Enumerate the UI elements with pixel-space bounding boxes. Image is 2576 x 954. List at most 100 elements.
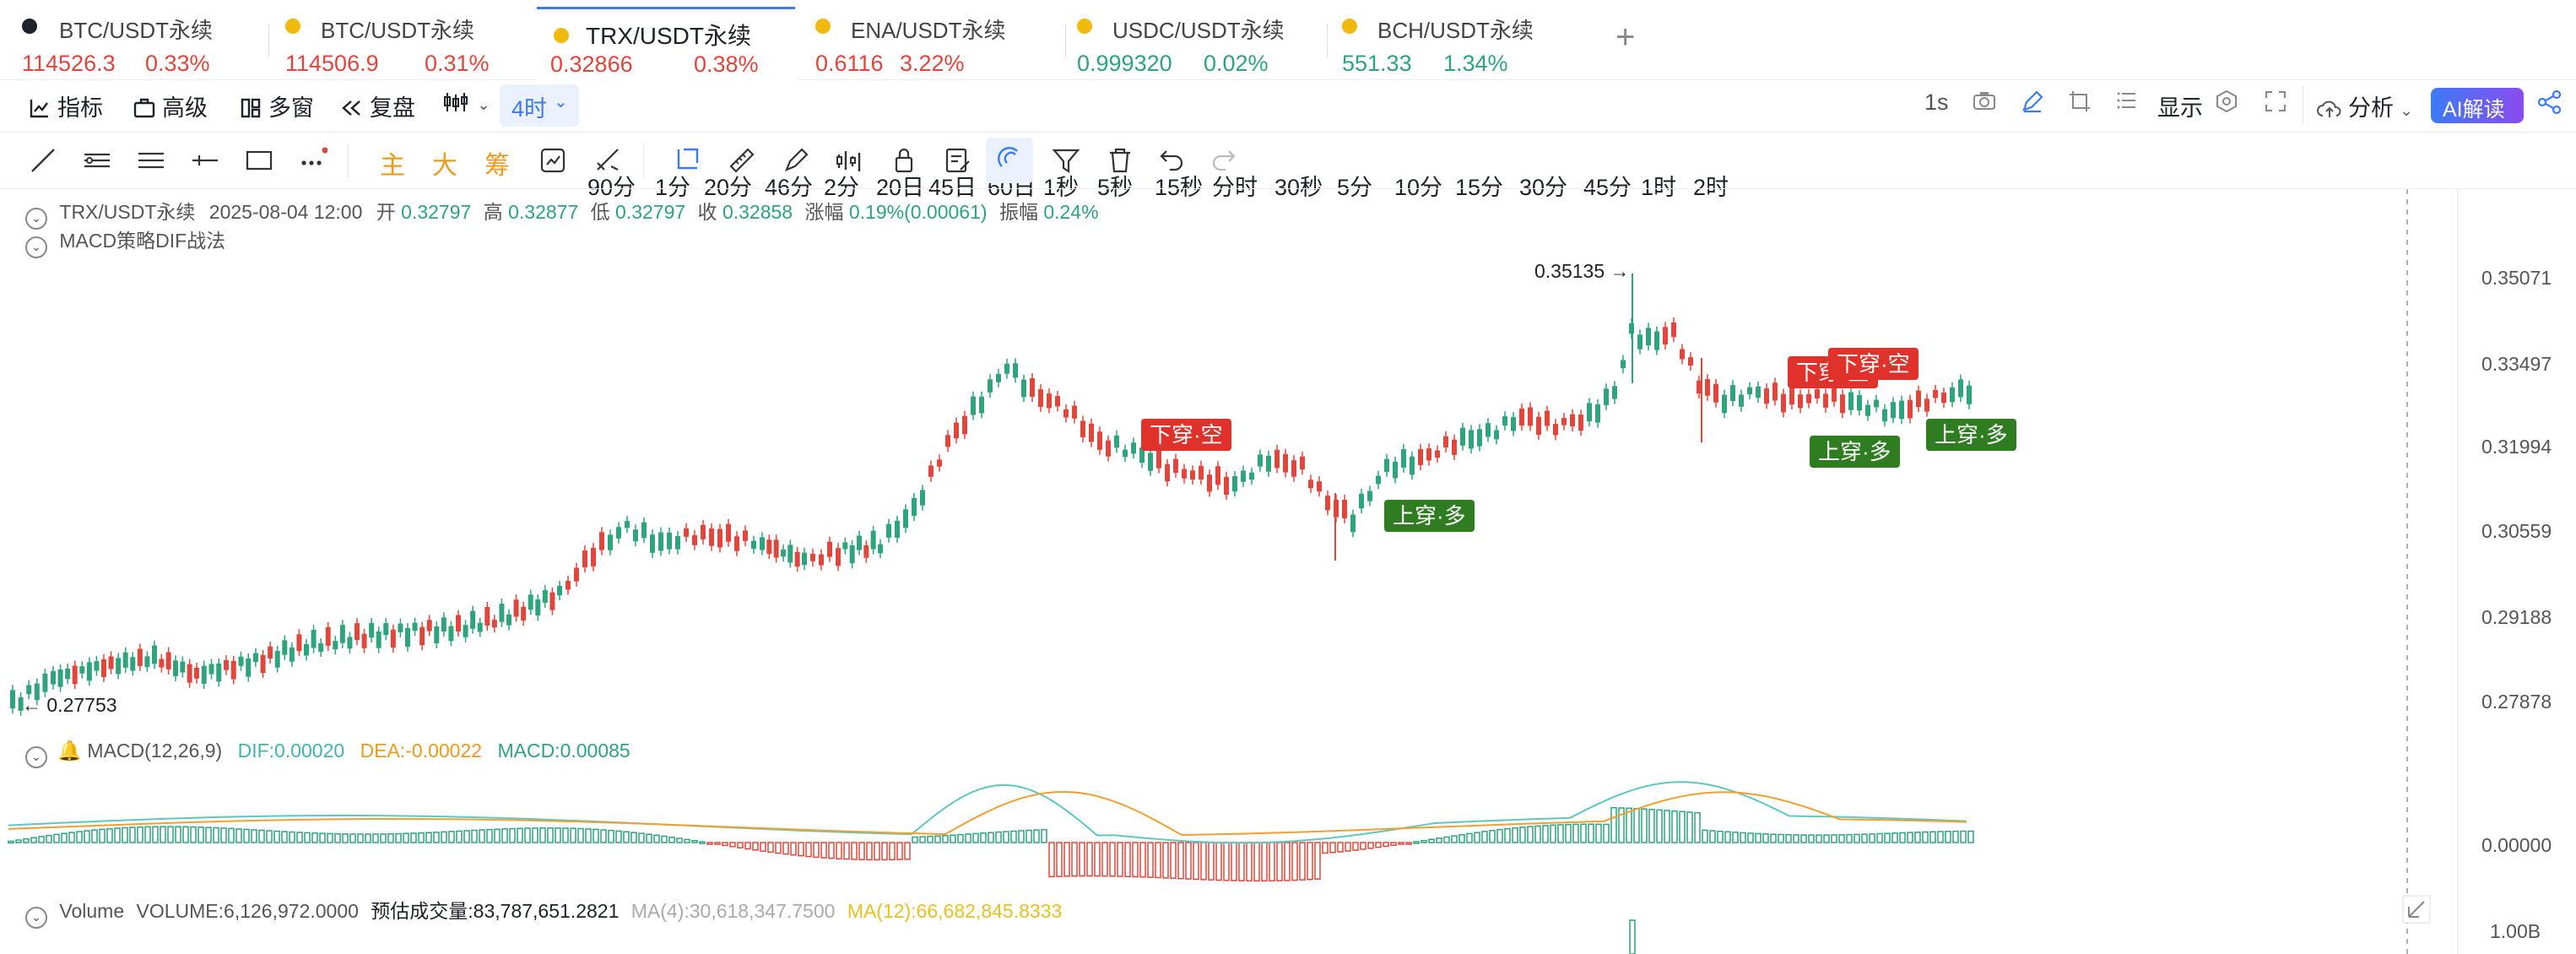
macd-histogram-bar (1831, 834, 1837, 843)
macd-histogram-bar (1033, 829, 1040, 843)
redo-icon[interactable] (1209, 146, 1237, 175)
macd-histogram-bar (912, 836, 918, 843)
candlestick (574, 567, 579, 582)
symbol-tab-bch[interactable]: BCH/USDT永续 551.33 1.34% (1342, 8, 1587, 76)
interval-button[interactable]: 1秒 (1043, 175, 1080, 200)
macd-histogram-bar (1291, 842, 1298, 881)
tab-divider (1065, 24, 1066, 57)
candlestick (1823, 393, 1828, 408)
interval-button[interactable]: 1分 (655, 175, 691, 200)
macd-histogram-bar (691, 840, 698, 843)
interval-button[interactable]: 15分 (1455, 175, 1504, 200)
candlestick (208, 664, 214, 675)
ai-interpret-button[interactable]: AI解读 (2431, 88, 2524, 123)
select-frame-icon[interactable] (674, 146, 702, 175)
interval-button[interactable]: 10分 (1394, 175, 1443, 200)
collapse-chevron-icon[interactable]: ⌄ (25, 236, 47, 258)
ruler-icon[interactable] (728, 146, 756, 175)
trend-line-icon[interactable] (29, 146, 57, 175)
interval-1s-button[interactable]: 1s (1924, 89, 1949, 115)
candlestick (557, 585, 562, 596)
note-edit-icon[interactable] (944, 146, 972, 175)
symbol-tab-usdc[interactable]: USDC/USDT永续 0.999320 0.02% (1077, 8, 1330, 76)
interval-button[interactable]: 30分 (1519, 175, 1568, 200)
chart-sync-icon[interactable] (538, 146, 567, 175)
settings-gear-icon[interactable] (2215, 89, 2238, 119)
pattern-icon[interactable] (836, 146, 864, 175)
brush-icon[interactable] (782, 146, 810, 175)
parallel-channel-icon[interactable] (137, 146, 165, 175)
interval-button[interactable]: 15秒 (1155, 175, 1204, 200)
replay-button[interactable]: 复盘 (341, 89, 415, 122)
filter-icon[interactable] (1052, 146, 1080, 175)
trash-icon[interactable] (1106, 146, 1134, 175)
macd-histogram-bar (1709, 830, 1716, 843)
collapse-chevron-icon[interactable]: ⌄ (25, 746, 47, 768)
interval-button[interactable]: 2时 (1693, 175, 1729, 200)
candlestick (1688, 357, 1693, 366)
share-icon[interactable] (2537, 89, 2562, 121)
interval-button[interactable]: 46分 (765, 175, 814, 200)
magnet-button[interactable] (986, 138, 1033, 183)
symbol-tab-name: ENA/USDT永续 (851, 18, 1006, 43)
chart-type-dropdown[interactable]: ⌄ (442, 89, 490, 116)
interval-button[interactable]: 90分 (587, 175, 636, 200)
candlestick (1469, 430, 1474, 449)
horizontal-ray-icon[interactable] (83, 146, 111, 175)
candlestick (591, 547, 596, 566)
display-button[interactable]: 显示 (2157, 95, 2203, 121)
crop-icon[interactable] (2068, 89, 2092, 119)
clear-drawings-icon[interactable] (594, 146, 623, 175)
price-chart[interactable] (0, 189, 2576, 954)
macd-histogram-bar (851, 842, 858, 860)
symbol-tab-btc-2[interactable]: BTC/USDT永续 114506.9 0.31% (285, 8, 530, 76)
big-order-button[interactable]: 大 (432, 152, 457, 180)
macd-dea: DEA:-0.00022 (360, 740, 483, 762)
macd-histogram-bar (84, 830, 90, 843)
more-icon[interactable] (299, 146, 327, 175)
lock-icon[interactable] (890, 146, 918, 175)
interval-button[interactable]: 20分 (704, 175, 753, 200)
candlestick (1545, 410, 1550, 426)
symbol-tab-trx-active[interactable]: TRX/USDT永续 0.32866 0.38% (537, 7, 795, 82)
interval-button[interactable]: 2分 (824, 175, 860, 200)
bell-icon[interactable]: 🔔 (57, 740, 83, 762)
interval-active-button[interactable]: 4时 ⌄ (500, 84, 579, 127)
macd-histogram-bar (479, 829, 485, 843)
symbol-tab-ena[interactable]: ENA/USDT永续 0.6116 3.22% (815, 8, 1060, 76)
rectangle-icon[interactable] (245, 146, 273, 175)
advanced-button[interactable]: 高级 (133, 89, 208, 122)
collapse-chevron-icon[interactable]: ⌄ (25, 907, 47, 929)
main-force-button[interactable]: 主 (380, 152, 405, 180)
interval-button[interactable]: 1时 (1641, 175, 1677, 200)
pencil-icon[interactable] (2021, 89, 2044, 119)
interval-button[interactable]: 20日 (876, 175, 925, 200)
list-icon[interactable] (2117, 89, 2137, 117)
interval-button[interactable]: 45分 (1583, 175, 1632, 200)
interval-button[interactable]: 45日 (928, 175, 977, 200)
volume-legend: ⌄ Volume VOLUME:6,126,972.0000 预估成交量:83,… (25, 895, 1062, 929)
multi-window-button[interactable]: 多窗 (240, 89, 314, 122)
horizontal-line-icon[interactable] (191, 146, 219, 175)
macd-histogram-bar (1458, 833, 1465, 843)
interval-button[interactable]: 5分 (1337, 175, 1373, 200)
add-tab-button[interactable]: + (1615, 19, 1636, 56)
interval-button[interactable]: 30秒 (1274, 175, 1323, 200)
macd-histogram-bar (1793, 834, 1799, 843)
analysis-dropdown[interactable]: 分析 ⌄ (2316, 89, 2413, 122)
macd-histogram-bar (1026, 829, 1032, 843)
interval-button[interactable]: 分时 (1212, 175, 1258, 200)
macd-histogram-bar (1139, 842, 1146, 878)
collapse-chevron-icon[interactable]: ⌄ (25, 208, 47, 230)
indicators-button[interactable]: 指标 (29, 89, 103, 122)
undo-icon[interactable] (1158, 146, 1187, 175)
chip-distribution-button[interactable]: 筹 (484, 152, 510, 180)
macd-histogram-bar (137, 826, 143, 843)
interval-button[interactable]: 5秒 (1097, 175, 1134, 200)
symbol-tab-btc-1[interactable]: BTC/USDT永续 114526.3 0.33% (19, 8, 263, 76)
fullscreen-icon[interactable] (2264, 89, 2287, 119)
candlestick (1266, 455, 1271, 472)
candlestick (1958, 379, 1963, 398)
pane-resize-icon[interactable] (2402, 895, 2431, 924)
camera-icon[interactable] (1972, 89, 1997, 117)
